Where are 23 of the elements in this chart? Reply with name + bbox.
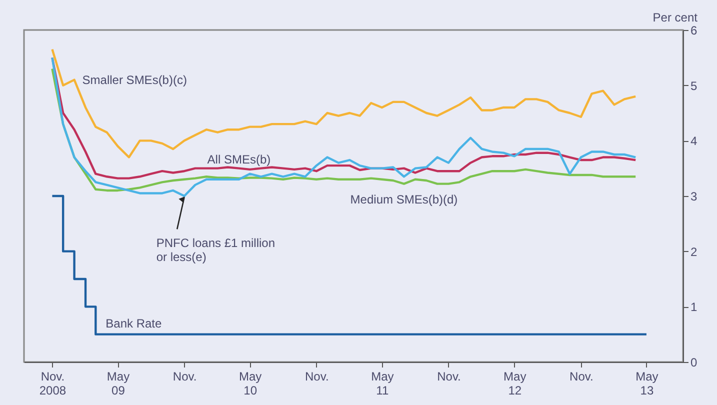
series-label: Smaller SMEs(b)(c) bbox=[82, 72, 187, 87]
y-tick-label: 3 bbox=[690, 190, 698, 204]
x-tick-label: May 11 bbox=[371, 370, 394, 398]
x-tick-label: Nov. bbox=[172, 370, 197, 384]
y-axis-title: Per cent bbox=[652, 10, 698, 24]
text: PNFC loans £1 million or less(e) bbox=[156, 236, 276, 264]
x-tick-label: Nov. bbox=[570, 370, 594, 384]
y-tick-label: 2 bbox=[690, 244, 698, 259]
series-label: All SMEs(b) bbox=[207, 152, 271, 166]
series-label: Bank Rate bbox=[106, 316, 162, 330]
x-tick-label: Nov. bbox=[305, 370, 329, 384]
y-tick-label: 5 bbox=[690, 78, 698, 93]
y-tick-label: 1 bbox=[690, 300, 698, 314]
x-tick-label: May 09 bbox=[106, 370, 130, 398]
x-tick-label: May 12 bbox=[504, 370, 526, 398]
y-tick-label: 6 bbox=[690, 24, 698, 38]
y-tick-label: 0 bbox=[690, 356, 698, 370]
x-tick-label: Nov. 2008 bbox=[39, 370, 66, 398]
x-tick-label: May 13 bbox=[636, 370, 658, 398]
x-tick-label: Nov. bbox=[437, 370, 461, 384]
y-tick-label: 4 bbox=[690, 134, 698, 148]
series-label: Medium SMEs(b)(d) bbox=[350, 192, 458, 206]
x-tick-label: May 10 bbox=[238, 370, 262, 398]
